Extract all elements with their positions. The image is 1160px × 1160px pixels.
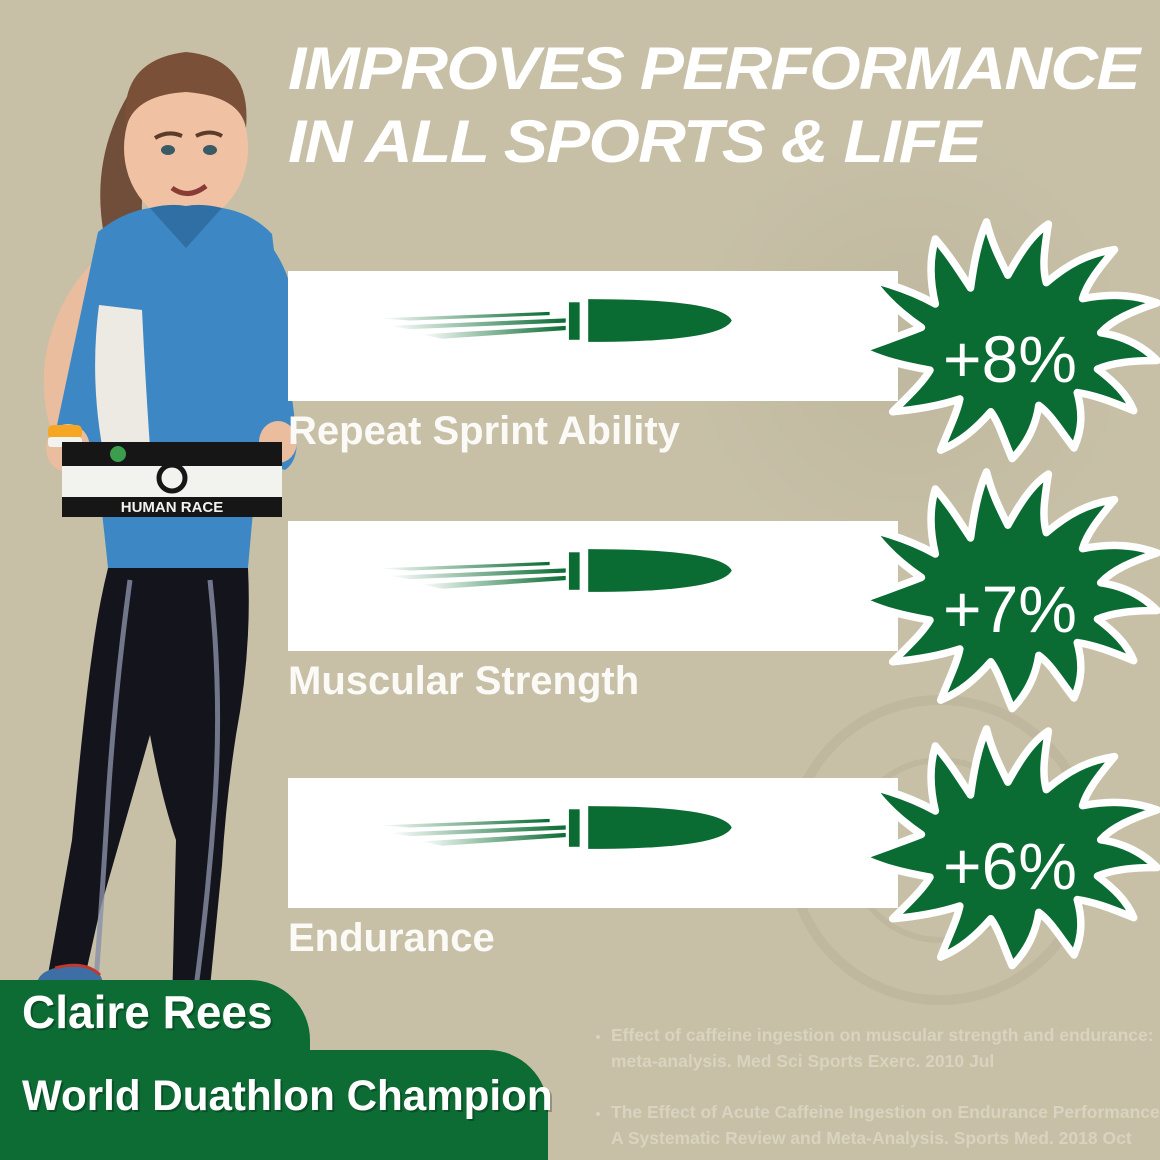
svg-text:HUMAN RACE: HUMAN RACE: [121, 499, 224, 516]
